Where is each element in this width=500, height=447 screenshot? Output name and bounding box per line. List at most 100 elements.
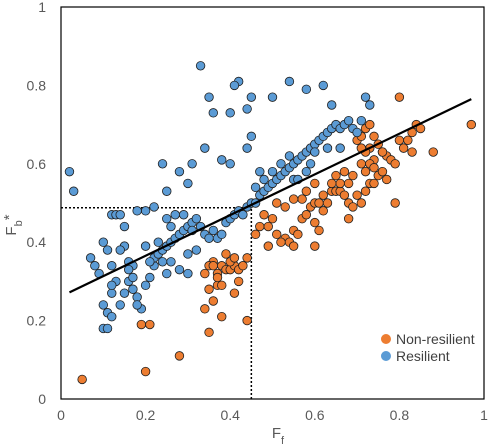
data-point-resilient <box>107 261 117 271</box>
data-point-resilient <box>128 284 138 294</box>
data-point-non-resilient <box>348 202 358 212</box>
data-point-resilient <box>284 76 295 87</box>
data-point-non-resilient <box>208 261 218 271</box>
data-point-resilient <box>166 221 176 232</box>
data-point-resilient <box>242 143 252 153</box>
x-tick-label: 0.4 <box>220 407 240 423</box>
data-point-non-resilient <box>377 166 388 177</box>
data-point-non-resilient <box>314 198 324 208</box>
data-point-resilient <box>225 108 235 118</box>
data-point-non-resilient <box>390 159 400 169</box>
data-point-resilient <box>322 143 333 153</box>
y-axis-title-sup: * <box>1 214 18 220</box>
data-point-resilient <box>327 100 337 110</box>
data-point-non-resilient <box>318 206 328 216</box>
data-point-resilient <box>217 155 227 165</box>
data-point-resilient <box>204 233 214 243</box>
plot-frame <box>60 6 485 400</box>
data-point-non-resilient <box>343 178 354 189</box>
data-point-resilient <box>276 159 286 169</box>
data-point-non-resilient <box>204 327 214 338</box>
data-point-non-resilient <box>255 221 265 232</box>
data-point-resilient <box>335 143 345 153</box>
data-point-non-resilient <box>242 315 252 326</box>
data-point-resilient <box>162 186 172 196</box>
data-point-non-resilient <box>310 217 320 228</box>
data-point-non-resilient <box>428 147 438 157</box>
y-axis-title-sub: b <box>13 220 25 226</box>
data-point-resilient <box>229 80 240 91</box>
data-point-resilient <box>360 92 371 102</box>
data-point-non-resilient <box>288 194 299 204</box>
data-point-non-resilient <box>200 304 210 314</box>
data-point-resilient <box>200 143 210 153</box>
data-point-resilient <box>305 159 316 169</box>
data-point-non-resilient <box>238 261 248 271</box>
data-point-non-resilient <box>407 147 417 157</box>
data-point-resilient <box>90 261 100 271</box>
data-point-resilient <box>183 178 193 189</box>
plot-border <box>60 6 485 400</box>
data-point-resilient <box>132 292 142 302</box>
data-point-non-resilient <box>310 241 320 251</box>
data-point-non-resilient <box>267 213 278 224</box>
data-point-resilient <box>145 257 155 267</box>
x-axis-title: Ff <box>272 425 285 447</box>
data-point-resilient <box>102 323 113 334</box>
x-axis-title-sub: f <box>281 435 285 447</box>
data-point-non-resilient <box>301 210 312 220</box>
data-point-resilient <box>145 272 155 283</box>
data-point-resilient <box>301 84 312 95</box>
data-point-non-resilient <box>360 186 371 196</box>
legend-label-resilient: Resilient <box>396 348 450 364</box>
data-point-non-resilient <box>310 178 320 189</box>
data-point-resilient <box>107 280 117 291</box>
data-point-non-resilient <box>466 119 477 130</box>
data-point-non-resilient <box>217 311 227 322</box>
data-point-non-resilient <box>398 143 409 153</box>
data-point-non-resilient <box>360 166 371 177</box>
data-point-non-resilient <box>259 210 269 220</box>
data-point-resilient <box>284 151 295 161</box>
legend-label-non-resilient: Non-resilient <box>396 331 475 347</box>
data-point-non-resilient <box>348 170 358 181</box>
x-tick-label: 0.8 <box>390 407 410 423</box>
data-point-non-resilient <box>339 190 350 200</box>
data-point-resilient <box>183 249 193 259</box>
data-point-resilient <box>208 108 218 118</box>
data-point-non-resilient <box>140 366 151 377</box>
data-point-resilient <box>162 213 172 224</box>
x-axis-title-main: F <box>272 425 281 442</box>
data-point-non-resilient <box>297 194 307 204</box>
y-axis-title-main: F <box>3 226 20 235</box>
x-tick-label: 0 <box>57 407 65 423</box>
data-point-resilient <box>238 210 248 220</box>
data-point-resilient <box>98 300 109 310</box>
data-point-non-resilient <box>356 198 367 208</box>
data-point-resilient <box>191 245 202 255</box>
data-point-non-resilient <box>377 147 388 157</box>
trendline-group <box>68 98 472 294</box>
data-point-resilient <box>107 311 117 322</box>
data-point-non-resilient <box>394 92 405 102</box>
data-point-resilient <box>191 213 202 224</box>
data-point-non-resilient <box>356 159 367 169</box>
data-point-resilient <box>162 268 172 279</box>
x-tick-labels: 0 0.2 0.4 0.6 0.8 1 <box>57 407 488 423</box>
data-point-resilient <box>301 166 312 177</box>
data-point-resilient <box>107 288 117 298</box>
data-point-resilient <box>140 241 151 251</box>
data-point-non-resilient <box>343 213 354 224</box>
data-point-non-resilient <box>382 174 392 185</box>
data-point-resilient <box>195 61 206 71</box>
data-point-resilient <box>352 127 362 138</box>
data-point-resilient <box>115 210 125 220</box>
y-tick-labels: 0 0.2 0.4 0.6 0.8 1 <box>27 0 47 407</box>
data-point-resilient <box>157 159 168 169</box>
data-point-resilient <box>365 100 375 110</box>
data-point-non-resilient <box>293 229 303 240</box>
data-point-resilient <box>343 115 354 126</box>
trendline <box>68 98 472 294</box>
